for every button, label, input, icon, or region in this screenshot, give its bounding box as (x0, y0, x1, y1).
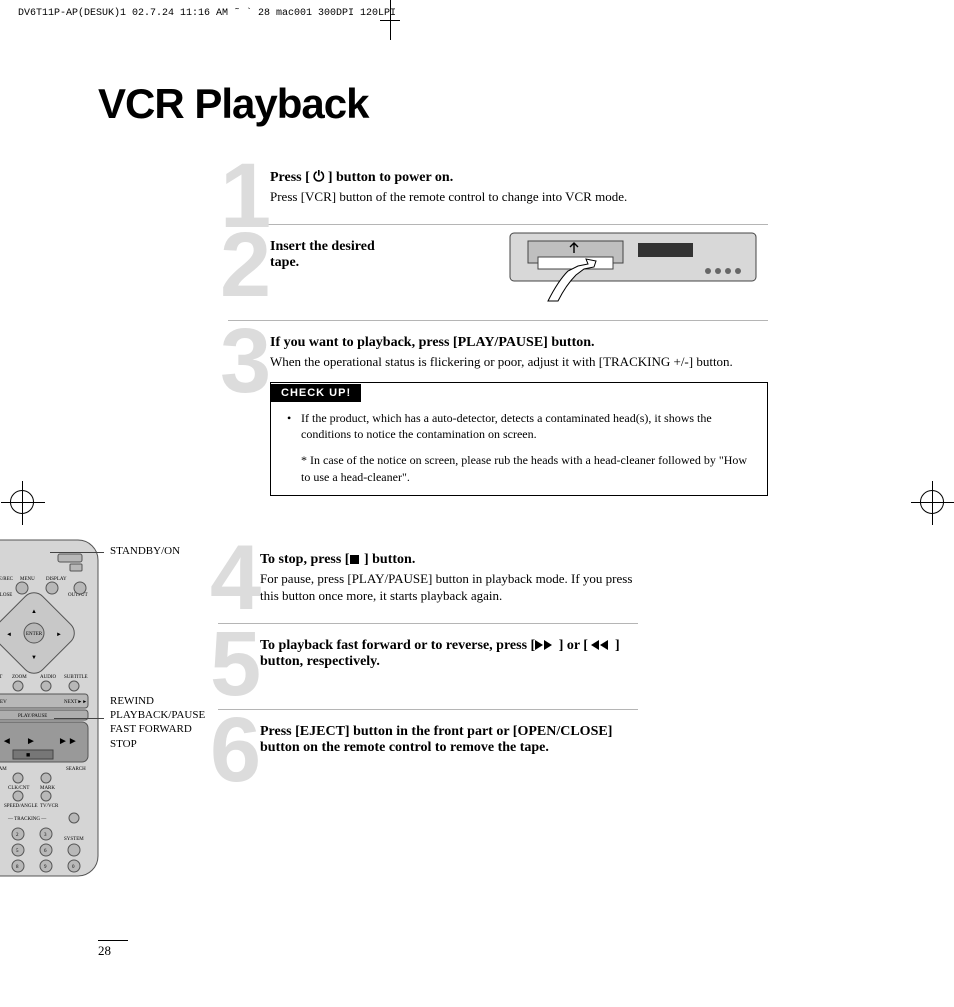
svg-text:DISPLAY: DISPLAY (46, 577, 67, 582)
checkup-box: CHECK UP! If the product, which has a au… (270, 382, 768, 496)
svg-text:►: ► (26, 736, 36, 747)
svg-text:►: ► (56, 632, 62, 638)
step-description: Press [VCR] button of the remote control… (270, 188, 768, 206)
checkup-subnote: * In case of the notice on screen, pleas… (271, 452, 767, 494)
svg-text:■: ■ (26, 751, 30, 759)
step-heading: To playback fast forward or to reverse, … (260, 638, 638, 670)
text: To stop, press [ (260, 552, 349, 567)
step-heading: If you want to playback, press [PLAY/PAU… (270, 335, 768, 351)
step-number: 3 (220, 315, 271, 407)
callout-line (54, 718, 104, 719)
step-description: When the operational status is flickerin… (270, 353, 768, 371)
step-number: 6 (210, 704, 261, 796)
stop-icon (349, 554, 360, 565)
svg-text:▼: ▼ (31, 655, 37, 661)
svg-text:OPEN/CLOSE: OPEN/CLOSE (0, 593, 12, 598)
fast-forward-icon (535, 640, 555, 651)
svg-text:ZOOM: ZOOM (12, 675, 27, 680)
step-heading: Insert the desired tape. (270, 239, 380, 271)
text: To playback fast forward or to reverse, … (260, 638, 535, 653)
step-number: 5 (210, 618, 261, 710)
svg-text:SPEED/ANGLE: SPEED/ANGLE (4, 804, 38, 809)
checkup-label: CHECK UP! (271, 384, 361, 402)
svg-text:SUBTITLE: SUBTITLE (64, 675, 88, 680)
svg-text:NEXT►►: NEXT►► (64, 700, 87, 705)
step-5: 5 To playback fast forward or to reverse… (218, 624, 638, 710)
page-content: VCR Playback 1 Press [ ⏻ ] button to pow… (98, 80, 788, 774)
step-heading: Press [ ⏻ ] button to power on. (270, 170, 768, 186)
page-title: VCR Playback (98, 80, 788, 128)
svg-text:►►: ►► (58, 736, 78, 747)
upper-steps: 1 Press [ ⏻ ] button to power on. Press … (228, 156, 768, 514)
svg-text:TITLE/REC: TITLE/REC (0, 577, 14, 582)
step-heading: Press [EJECT] button in the front part o… (260, 724, 638, 756)
svg-text:ENTER: ENTER (26, 632, 43, 637)
registration-mark-left (10, 490, 34, 514)
svg-text:MARK: MARK (40, 786, 55, 791)
svg-text:◄: ◄ (6, 632, 12, 638)
lower-section: TITLE/REC MENU DISPLAY OPEN/CLOSE OUTPUT… (98, 538, 788, 774)
svg-text:MENU: MENU (20, 577, 35, 582)
step-heading: To stop, press [ ] button. (260, 552, 638, 568)
checkup-bullet: If the product, which has a auto-detecto… (291, 410, 753, 442)
callout-line (50, 552, 104, 553)
page-number: 28 (98, 940, 128, 959)
step-number: 4 (210, 532, 261, 624)
svg-text:REPEAT: REPEAT (0, 675, 2, 680)
text: ] or [ (555, 638, 591, 653)
registration-mark-right (920, 490, 944, 514)
step-2: 2 Insert the desired tape. (228, 225, 768, 321)
svg-text:— TRACKING —: — TRACKING — (7, 817, 47, 822)
svg-text:◄◄PREV: ◄◄PREV (0, 700, 7, 705)
remote-illustration: TITLE/REC MENU DISPLAY OPEN/CLOSE OUTPUT… (0, 538, 100, 878)
step-4: 4 To stop, press [ ] button. For pause, … (218, 538, 638, 624)
svg-text:SEARCH: SEARCH (66, 767, 86, 772)
svg-text:AUDIO: AUDIO (40, 675, 56, 680)
svg-text:PROGRAM: PROGRAM (0, 767, 7, 772)
svg-text:PLAY/PAUSE: PLAY/PAUSE (18, 714, 47, 719)
rewind-icon (591, 640, 611, 651)
step-3: 3 If you want to playback, press [PLAY/P… (228, 321, 768, 514)
svg-text:CLK/CNT: CLK/CNT (8, 786, 29, 791)
print-header: DV6T11P-AP(DESUK)1 02.7.24 11:16 AM ˜ ` … (18, 8, 396, 19)
svg-text:TV/VCR: TV/VCR (40, 804, 59, 809)
step-description: For pause, press [PLAY/PAUSE] button in … (260, 570, 638, 605)
step-6: 6 Press [EJECT] button in the front part… (218, 710, 638, 774)
text: ] button. (360, 552, 415, 567)
step-1: 1 Press [ ⏻ ] button to power on. Press … (228, 156, 768, 225)
svg-text:▲: ▲ (31, 609, 37, 615)
step-number: 2 (220, 219, 271, 311)
callout-standby: STANDBY/ON (110, 544, 220, 558)
svg-text:◄◄: ◄◄ (0, 736, 12, 747)
svg-text:SYSTEM: SYSTEM (64, 837, 84, 842)
lower-steps: 4 To stop, press [ ] button. For pause, … (218, 538, 638, 774)
crop-mark (390, 0, 391, 40)
